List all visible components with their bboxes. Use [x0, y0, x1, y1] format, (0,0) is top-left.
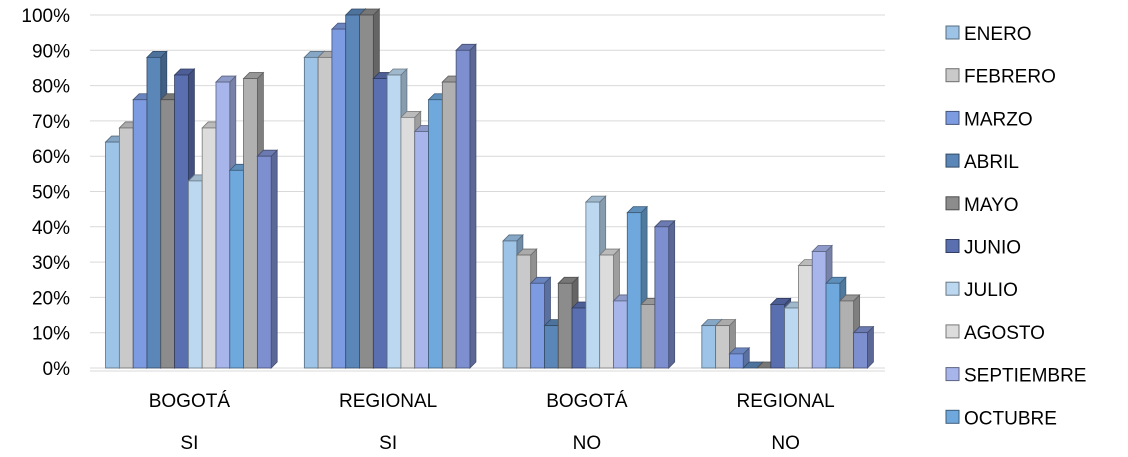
legend-swatch [945, 239, 960, 253]
bar-diciembre [653, 219, 676, 369]
y-tick-label: 20% [32, 288, 70, 309]
legend-label: FEBRERO [964, 67, 1056, 88]
legend-item: OCTUBRE [945, 408, 1057, 429]
legend-label: MAYO [964, 195, 1019, 216]
y-tick-label: 70% [32, 112, 70, 133]
legend-item: FEBRERO [945, 67, 1056, 88]
bar-diciembre [256, 149, 279, 369]
legend-label: JUNIO [964, 238, 1021, 259]
legend-item: ENERO [945, 24, 1032, 45]
bar-febrero [515, 248, 538, 369]
legend-swatch [945, 25, 960, 40]
bar-diciembre [852, 325, 875, 369]
legend-item: SEPTIEMBRE [945, 366, 1086, 387]
legend-swatch [945, 68, 960, 83]
y-tick-label: 90% [32, 41, 70, 62]
legend-swatch [945, 367, 960, 382]
legend: ENERO FEBRERO MARZO ABRIL MAYO JUNIO JULIO AGOS… [945, 24, 1086, 429]
category-label: BOGOTÁ [149, 391, 231, 412]
category-label: BOGOTÁ [546, 391, 628, 412]
legend-swatch [945, 110, 960, 125]
legend-label: MARZO [964, 109, 1033, 130]
category-label-sub: NO [771, 433, 800, 454]
category-label-sub: NO [573, 433, 602, 454]
legend-item: JULIO [945, 280, 1018, 301]
category-label-sub: SI [180, 433, 198, 454]
category-label-sub: SI [379, 433, 397, 454]
legend-swatch [945, 196, 960, 211]
legend-item: ABRIL [945, 152, 1019, 173]
y-tick-label: 100% [21, 6, 70, 27]
y-tick-label: 40% [32, 218, 70, 239]
legend-swatch [945, 324, 960, 339]
legend-item: MARZO [945, 109, 1033, 130]
bars [104, 8, 875, 369]
y-tick-label: 80% [32, 77, 70, 98]
y-tick-label: 60% [32, 147, 70, 168]
legend-label: ENERO [964, 24, 1032, 45]
legend-label: SEPTIEMBRE [964, 366, 1086, 387]
legend-swatch [945, 409, 960, 424]
legend-item: MAYO [945, 195, 1019, 216]
y-tick-label: 0% [43, 359, 71, 380]
y-tick-label: 30% [32, 253, 70, 274]
legend-item: AGOSTO [945, 323, 1045, 344]
legend-label: OCTUBRE [964, 408, 1057, 429]
bar-diciembre [455, 43, 477, 369]
legend-label: ABRIL [964, 152, 1019, 173]
y-tick-label: 10% [32, 324, 70, 345]
legend-label: AGOSTO [964, 323, 1045, 344]
x-axis: BOGOTÁ SI REGIONAL SI BOGOTÁ NO REGIONAL NO [149, 391, 835, 454]
legend-swatch [945, 153, 960, 168]
category-label: REGIONAL [737, 391, 835, 412]
y-tick-label: 50% [32, 183, 70, 204]
legend-swatch [945, 281, 960, 296]
y-axis: 0% 10% 20% 30% 40% 50% 60% 70% 80% 90% 100% [21, 6, 70, 380]
legend-item: JUNIO [945, 238, 1021, 259]
category-label: REGIONAL [339, 391, 437, 412]
legend-label: JULIO [964, 280, 1018, 301]
